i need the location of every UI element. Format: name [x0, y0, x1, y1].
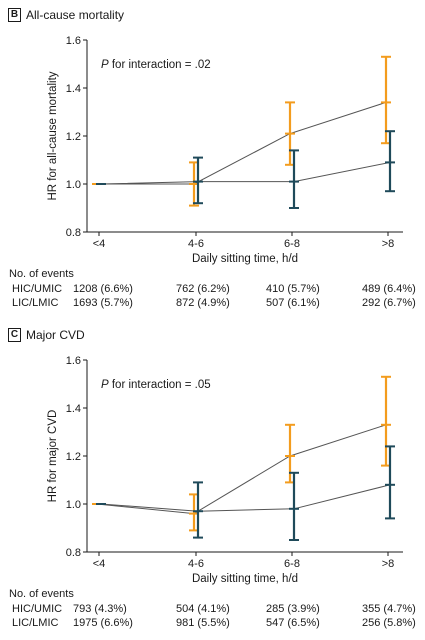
events-row-hic: HIC/UMIC 793 (4.3%) 504 (4.1%) 285 (3.9%…	[0, 603, 425, 617]
event-cell: 410 (5.7%)	[266, 283, 320, 295]
series-line-lic	[100, 161, 391, 185]
y-axis-title: HR for all-cause mortality	[47, 71, 59, 200]
chart-all-cause-mortality: 0.8 1.0 1.2 1.4 1.6 <4 4-6 6-8 >8 Daily sitting t…	[47, 35, 403, 265]
event-cell: 1975 (6.6%)	[73, 617, 133, 629]
event-cell: 762 (6.2%)	[176, 283, 230, 295]
y-tick-label: 1.6	[66, 355, 81, 367]
events-heading: No. of events	[9, 588, 74, 600]
y-tick-label: 1.4	[66, 403, 81, 415]
y-tick-label: 1.4	[66, 83, 81, 95]
event-cell: 285 (3.9%)	[266, 603, 320, 615]
x-tick-label: 6-8	[284, 558, 300, 570]
series-line-lic	[100, 484, 391, 512]
x-axis-title: Daily sitting time, h/d	[192, 253, 298, 265]
panel-header: C Major CVD	[8, 328, 85, 342]
y-tick-label: 1.0	[66, 499, 81, 511]
events-heading: No. of events	[9, 268, 74, 280]
event-cell: 872 (4.9%)	[176, 297, 230, 309]
y-tick-label: 0.8	[66, 547, 81, 559]
x-tick-label: >8	[382, 238, 395, 250]
panel-title: Major CVD	[26, 328, 85, 342]
x-tick-label: <4	[93, 238, 106, 250]
y-tick-label: 1.6	[66, 35, 81, 47]
event-cell: 355 (4.7%)	[362, 603, 416, 615]
event-cell: 489 (6.4%)	[362, 283, 416, 295]
y-tick-label: 0.8	[66, 227, 81, 239]
panel-letter: B	[8, 8, 21, 22]
y-tick-label: 1.2	[66, 451, 81, 463]
y-tick-label: 1.0	[66, 179, 81, 191]
x-tick-label: <4	[93, 558, 106, 570]
row-label: HIC/UMIC	[12, 603, 63, 615]
event-cell: 793 (4.3%)	[73, 603, 127, 615]
panel-letter: C	[8, 328, 21, 342]
y-tick-label: 1.2	[66, 131, 81, 143]
event-cell: 1208 (6.6%)	[73, 283, 133, 295]
x-axis-title: Daily sitting time, h/d	[192, 573, 298, 585]
chart-major-cvd: 0.8 1.0 1.2 1.4 1.6 <4 4-6 6-8 >8 Daily sitting t…	[47, 355, 403, 585]
events-row-hic: HIC/UMIC 1208 (6.6%) 762 (6.2%) 410 (5.7…	[0, 283, 425, 297]
events-row-lic: LIC/LMIC 1693 (5.7%) 872 (4.9%) 507 (6.1…	[0, 297, 425, 311]
row-label: LIC/LMIC	[12, 297, 59, 309]
event-cell: 256 (5.8%)	[362, 617, 416, 629]
panel-header: B All-cause mortality	[8, 8, 124, 22]
x-tick-label: 4-6	[188, 558, 204, 570]
y-axis-title: HR for major CVD	[47, 410, 59, 503]
p-interaction-annotation: P for interaction = .02	[101, 59, 211, 71]
events-row-lic: LIC/LMIC 1975 (6.6%) 981 (5.5%) 547 (6.5…	[0, 617, 425, 631]
x-tick-label: >8	[382, 558, 395, 570]
series-line-hic	[97, 101, 387, 185]
event-cell: 1693 (5.7%)	[73, 297, 133, 309]
x-tick-label: 4-6	[188, 238, 204, 250]
event-cell: 507 (6.1%)	[266, 297, 320, 309]
row-label: LIC/LMIC	[12, 617, 59, 629]
p-interaction-annotation: P for interaction = .05	[101, 379, 211, 391]
x-tick-label: 6-8	[284, 238, 300, 250]
event-cell: 981 (5.5%)	[176, 617, 230, 629]
event-cell: 547 (6.5%)	[266, 617, 320, 629]
series-line-hic	[96, 424, 387, 515]
row-label: HIC/UMIC	[12, 283, 63, 295]
panel-title: All-cause mortality	[26, 8, 125, 22]
event-cell: 292 (6.7%)	[362, 297, 416, 309]
event-cell: 504 (4.1%)	[176, 603, 230, 615]
